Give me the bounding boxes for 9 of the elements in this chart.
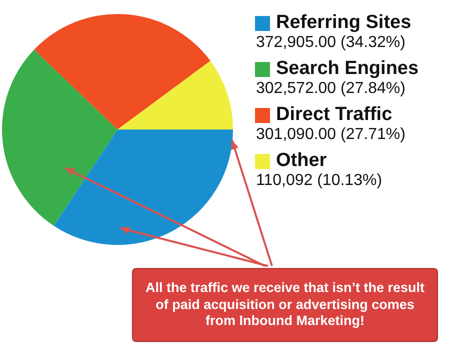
legend-label: Referring Sites bbox=[276, 12, 412, 34]
data-label: 110,092 (10.13%) bbox=[256, 172, 384, 190]
data-label: 372,905.00 (34.32%) bbox=[256, 34, 406, 52]
legend-label: Other bbox=[276, 150, 327, 172]
data-label: 302,572.00 (27.84%) bbox=[256, 80, 406, 98]
text: All the traffic we receive that isn’t the result of paid acquisition or advertising comes from Inbound Marketing! bbox=[144, 280, 426, 330]
data-label: 301,090.00 (27.71%) bbox=[256, 126, 406, 144]
legend-label: Search Engines bbox=[276, 58, 419, 80]
legend-label: Direct Traffic bbox=[276, 104, 392, 126]
